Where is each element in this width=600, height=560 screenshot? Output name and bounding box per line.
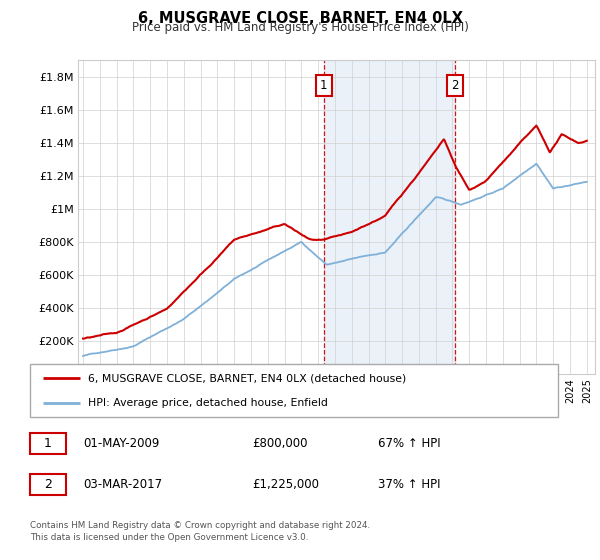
Text: £1,225,000: £1,225,000	[252, 478, 319, 491]
Text: Price paid vs. HM Land Registry's House Price Index (HPI): Price paid vs. HM Land Registry's House …	[131, 21, 469, 34]
Bar	[30, 474, 66, 495]
Bar	[30, 433, 66, 454]
Text: 6, MUSGRAVE CLOSE, BARNET, EN4 0LX: 6, MUSGRAVE CLOSE, BARNET, EN4 0LX	[137, 11, 463, 26]
Text: 1: 1	[44, 437, 52, 450]
Text: 6, MUSGRAVE CLOSE, BARNET, EN4 0LX (detached house): 6, MUSGRAVE CLOSE, BARNET, EN4 0LX (deta…	[88, 374, 406, 384]
Text: Contains HM Land Registry data © Crown copyright and database right 2024.
This d: Contains HM Land Registry data © Crown c…	[30, 521, 370, 542]
Text: 67% ↑ HPI: 67% ↑ HPI	[379, 437, 441, 450]
Text: 03-MAR-2017: 03-MAR-2017	[83, 478, 162, 491]
Text: HPI: Average price, detached house, Enfield: HPI: Average price, detached house, Enfi…	[88, 398, 328, 408]
Text: 2: 2	[452, 79, 459, 92]
Text: 1: 1	[320, 79, 328, 92]
Bar	[323, 60, 455, 374]
Text: 01-MAY-2009: 01-MAY-2009	[83, 437, 159, 450]
Text: 37% ↑ HPI: 37% ↑ HPI	[379, 478, 441, 491]
Text: £800,000: £800,000	[252, 437, 307, 450]
Text: 2: 2	[44, 478, 52, 491]
